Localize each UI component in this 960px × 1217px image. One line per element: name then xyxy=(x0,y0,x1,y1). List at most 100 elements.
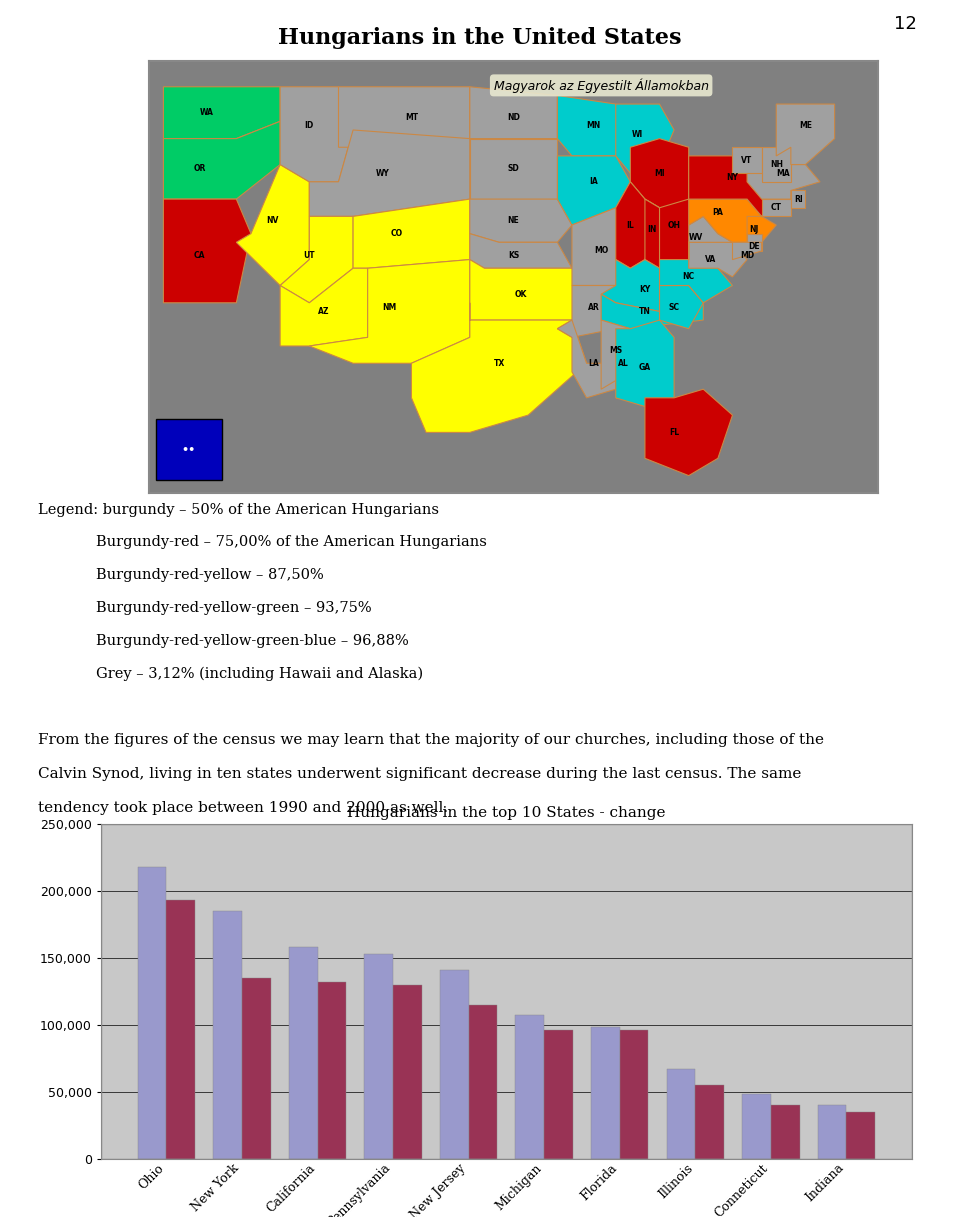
Polygon shape xyxy=(615,329,645,398)
Text: CT: CT xyxy=(771,203,781,212)
Bar xyxy=(847,1112,876,1159)
Text: VA: VA xyxy=(705,256,716,264)
Polygon shape xyxy=(558,156,631,225)
Text: VT: VT xyxy=(741,156,753,164)
Bar xyxy=(365,954,393,1159)
Text: ID: ID xyxy=(304,122,314,130)
Text: TX: TX xyxy=(493,359,505,368)
Polygon shape xyxy=(280,268,368,346)
Polygon shape xyxy=(558,95,631,156)
Text: Hungarians in the United States: Hungarians in the United States xyxy=(278,27,682,49)
Text: WV: WV xyxy=(689,234,703,242)
Bar xyxy=(289,947,318,1159)
Text: PA: PA xyxy=(712,208,723,217)
Text: OK: OK xyxy=(515,290,527,298)
Text: NY: NY xyxy=(727,173,738,183)
Text: Calvin Synod, living in ten states underwent significant decrease during the las: Calvin Synod, living in ten states under… xyxy=(38,767,802,781)
Polygon shape xyxy=(280,86,353,181)
Polygon shape xyxy=(469,234,572,268)
Polygon shape xyxy=(761,200,791,217)
Text: Grey – 3,12% (including Hawaii and Alaska): Grey – 3,12% (including Hawaii and Alask… xyxy=(96,667,423,682)
Polygon shape xyxy=(747,217,777,242)
Polygon shape xyxy=(339,86,469,147)
Text: FL: FL xyxy=(669,428,679,437)
Polygon shape xyxy=(747,234,761,251)
Text: UT: UT xyxy=(303,251,315,259)
Polygon shape xyxy=(163,86,280,139)
Polygon shape xyxy=(660,286,704,329)
Bar xyxy=(544,1030,573,1159)
Text: ME: ME xyxy=(799,122,812,130)
Text: LA: LA xyxy=(588,359,599,368)
Bar xyxy=(771,1105,800,1159)
Text: Burgundy-red-yellow – 87,50%: Burgundy-red-yellow – 87,50% xyxy=(96,568,324,583)
Polygon shape xyxy=(309,259,469,363)
Text: NV: NV xyxy=(267,217,279,225)
Text: ND: ND xyxy=(507,112,520,122)
Text: Burgundy-red-yellow-green – 93,75%: Burgundy-red-yellow-green – 93,75% xyxy=(96,601,372,616)
Text: NJ: NJ xyxy=(750,225,759,234)
Polygon shape xyxy=(280,217,353,303)
Text: OR: OR xyxy=(194,164,206,173)
Text: IL: IL xyxy=(627,220,635,230)
Text: CO: CO xyxy=(391,229,403,239)
Polygon shape xyxy=(163,122,280,200)
Text: NE: NE xyxy=(508,217,519,225)
Polygon shape xyxy=(309,130,469,217)
Text: NC: NC xyxy=(683,273,695,281)
Bar xyxy=(440,970,468,1159)
Text: Burgundy-red – 75,00% of the American Hungarians: Burgundy-red – 75,00% of the American Hu… xyxy=(96,535,487,550)
Polygon shape xyxy=(469,200,572,242)
Text: GA: GA xyxy=(638,363,651,372)
Text: Legend: burgundy – 50% of the American Hungarians: Legend: burgundy – 50% of the American H… xyxy=(38,503,440,517)
Text: CA: CA xyxy=(194,251,205,259)
Polygon shape xyxy=(572,208,645,286)
Polygon shape xyxy=(631,139,688,208)
Polygon shape xyxy=(163,200,251,303)
Polygon shape xyxy=(688,242,747,277)
Polygon shape xyxy=(601,259,688,312)
Polygon shape xyxy=(601,320,631,389)
Text: RI: RI xyxy=(794,195,803,203)
Text: MD: MD xyxy=(740,251,755,259)
Polygon shape xyxy=(660,259,732,303)
Polygon shape xyxy=(761,147,791,181)
Polygon shape xyxy=(688,217,732,259)
Polygon shape xyxy=(469,139,558,200)
Text: From the figures of the census we may learn that the majority of our churches, i: From the figures of the census we may le… xyxy=(38,733,825,747)
Polygon shape xyxy=(469,86,558,139)
Text: KY: KY xyxy=(639,285,651,295)
Text: MA: MA xyxy=(777,169,790,178)
Text: 12: 12 xyxy=(894,15,917,33)
Polygon shape xyxy=(732,147,761,173)
Title: Hungarians in the top 10 States - change: Hungarians in the top 10 States - change xyxy=(348,806,665,820)
Text: IA: IA xyxy=(589,178,598,186)
Text: KS: KS xyxy=(508,251,519,259)
Bar xyxy=(137,867,166,1159)
Text: Burgundy-red-yellow-green-blue – 96,88%: Burgundy-red-yellow-green-blue – 96,88% xyxy=(96,634,409,649)
Polygon shape xyxy=(688,156,777,217)
Polygon shape xyxy=(660,200,704,268)
Text: ••: •• xyxy=(181,444,196,455)
Text: MI: MI xyxy=(654,169,665,178)
Text: SC: SC xyxy=(668,303,680,312)
Bar xyxy=(242,978,271,1159)
Polygon shape xyxy=(236,164,309,286)
Bar xyxy=(393,985,421,1159)
Text: IN: IN xyxy=(648,225,657,234)
Text: AL: AL xyxy=(617,359,629,368)
Text: OH: OH xyxy=(667,220,681,230)
Polygon shape xyxy=(688,200,761,242)
Bar xyxy=(818,1105,847,1159)
Text: WA: WA xyxy=(201,108,214,117)
Bar xyxy=(666,1069,695,1159)
FancyBboxPatch shape xyxy=(156,420,222,479)
Text: MO: MO xyxy=(594,247,609,256)
Bar xyxy=(468,1005,497,1159)
Text: WY: WY xyxy=(375,169,389,178)
Bar xyxy=(591,1027,620,1159)
Polygon shape xyxy=(615,320,674,406)
Polygon shape xyxy=(777,105,834,164)
Polygon shape xyxy=(615,181,660,268)
Bar xyxy=(516,1015,544,1159)
